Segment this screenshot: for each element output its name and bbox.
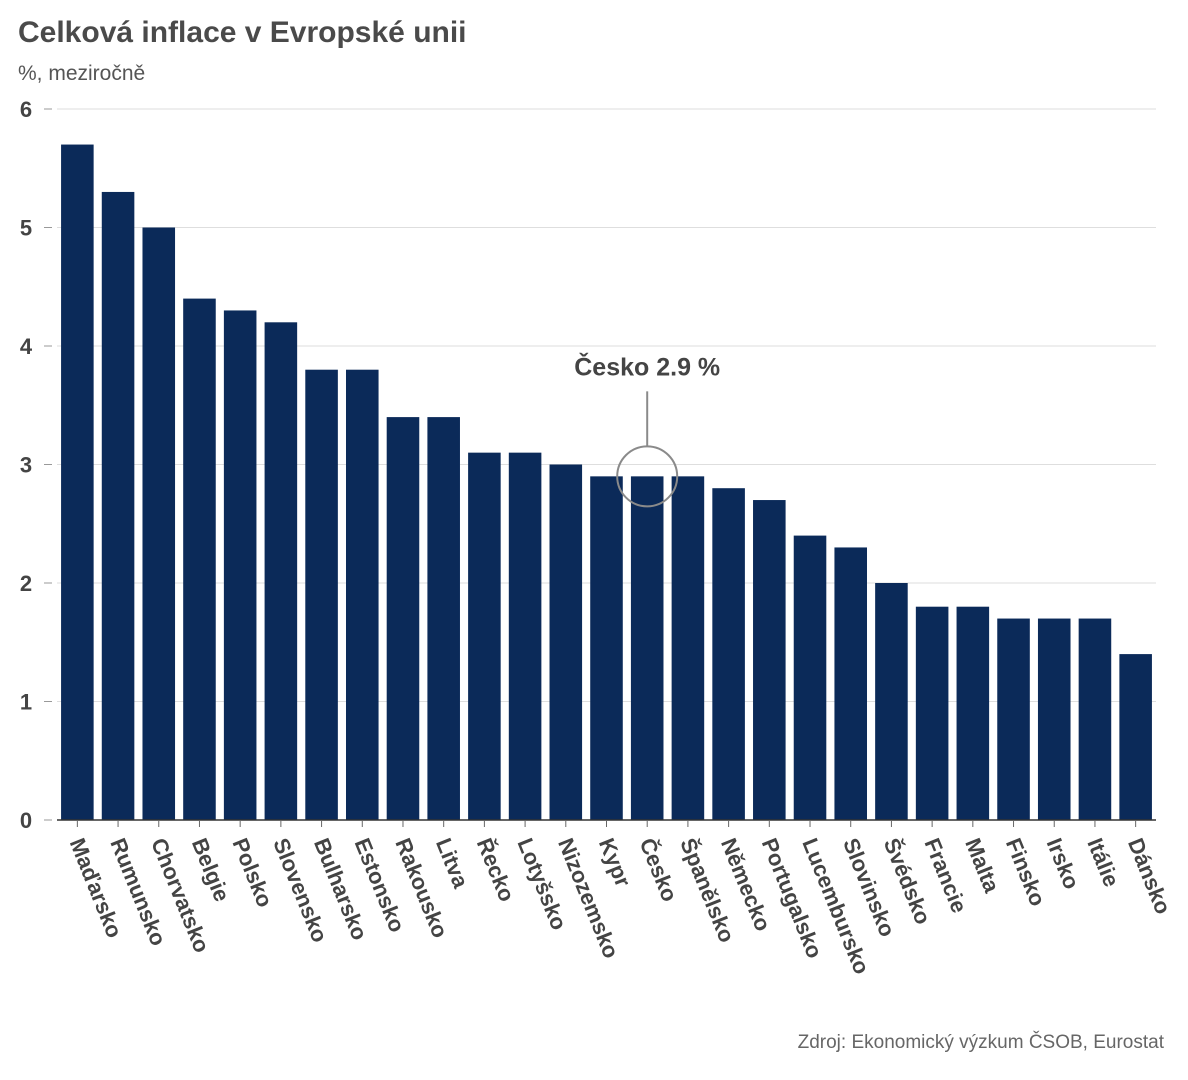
bar: [223, 310, 257, 820]
ytick-label: 2: [20, 571, 32, 596]
chart-subtitle: %, meziročně: [18, 62, 146, 85]
bar: [305, 369, 338, 820]
bar: [427, 417, 460, 820]
xtick-label: Irsko: [1042, 835, 1085, 893]
bar: [549, 464, 583, 820]
xtick-label: Litva: [431, 835, 474, 893]
xtick-label: Dánsko: [1123, 835, 1176, 918]
ytick-label: 4: [20, 334, 33, 359]
xtick-label: Malta: [960, 835, 1005, 897]
bar: [142, 227, 176, 820]
chart-title: Celková inflace v Evropské unii: [18, 16, 467, 49]
bar: [875, 583, 908, 820]
bar: [630, 476, 664, 820]
chart-source: Zdroj: Ekonomický výzkum ČSOB, Eurostat: [797, 1032, 1164, 1053]
bar: [508, 452, 542, 820]
bar: [101, 191, 135, 820]
bar: [712, 488, 745, 820]
bar: [671, 476, 705, 820]
bar: [956, 606, 990, 820]
bar: [915, 606, 949, 820]
bar: [468, 452, 501, 820]
bar: [997, 618, 1030, 820]
bar: [793, 535, 827, 820]
bar: [61, 144, 94, 821]
bar: [1119, 654, 1152, 820]
xtick-label: Itálie: [1082, 835, 1124, 891]
bar: [264, 322, 298, 820]
xtick-label: Česko: [635, 835, 683, 906]
annotation-label: Česko 2.9 %: [574, 351, 720, 381]
xtick-label: Kypr: [594, 835, 636, 891]
bar: [386, 417, 420, 820]
bar: [183, 298, 216, 821]
xtick-label: Řecko: [472, 835, 520, 906]
ytick-label: 3: [20, 453, 32, 478]
bars: [61, 144, 1152, 821]
bar: [590, 476, 623, 820]
ytick-label: 0: [20, 808, 32, 833]
ytick-label: 1: [20, 690, 32, 715]
axes: [44, 108, 1156, 827]
bar: [753, 500, 786, 820]
bar: [1037, 618, 1071, 820]
bar: [834, 547, 868, 820]
annotation: Česko 2.9 %: [574, 351, 720, 508]
bar: [345, 369, 379, 820]
ytick-label: 6: [20, 97, 32, 122]
bar: [1078, 618, 1112, 820]
ytick-label: 5: [20, 216, 32, 241]
